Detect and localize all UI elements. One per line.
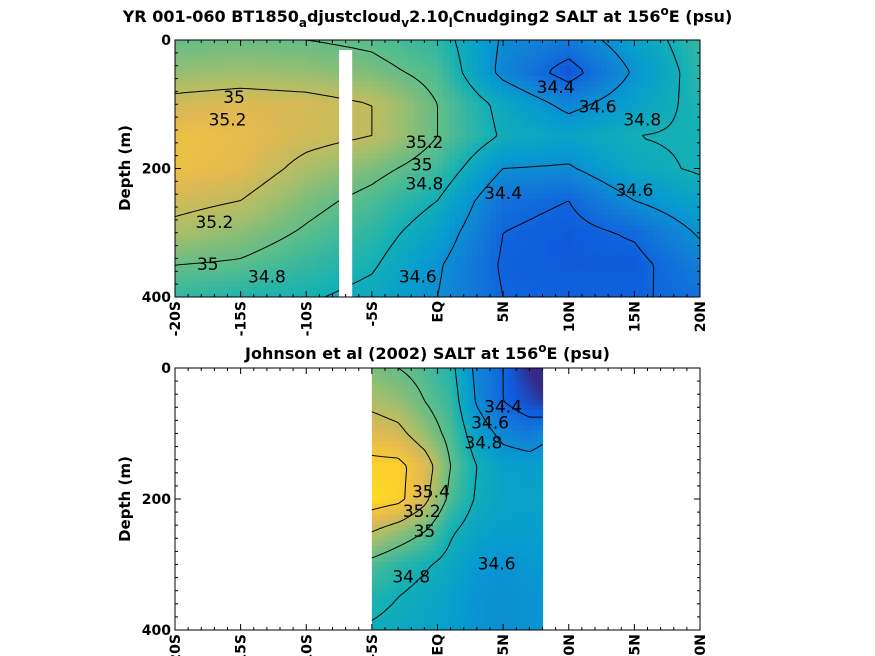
bottom-x-tick-label: -10S: [299, 634, 315, 656]
top-title-part: a: [299, 16, 307, 30]
top-title-part: l: [449, 16, 453, 30]
top-x-tick-label: -5S: [365, 301, 381, 327]
bottom-contour-label: 34.4: [484, 397, 522, 417]
top-title-part: djustcloud: [307, 7, 401, 26]
top-contour-34-6: [437, 40, 700, 297]
top-title-part: o: [661, 4, 669, 18]
bottom-y-tick-label: 0: [161, 361, 171, 377]
bottom-x-tick-label: -15S: [234, 634, 250, 656]
top-contour-label: 34.6: [399, 268, 437, 288]
bottom-x-tick-label: -20S: [168, 634, 184, 656]
bottom-x-tick-label: 10N: [562, 634, 578, 656]
top-missing-data-band: [339, 50, 353, 297]
top-contour-label: 35.2: [195, 213, 233, 233]
bottom-contour-label: 35.4: [412, 482, 450, 502]
bottom-x-tick-label: EQ: [431, 634, 447, 656]
top-contour-label: 34.6: [615, 181, 653, 201]
bottom-y-tick-label: 400: [142, 623, 171, 639]
top-contour-label: 35.2: [209, 110, 247, 130]
top-contour-label: 34.8: [623, 110, 661, 130]
top-y-tick-label: 200: [142, 162, 171, 178]
bottom-title-part: o: [538, 341, 546, 355]
top-contour-34-8: [324, 40, 700, 297]
top-chart-panel: 3535.235.23534.834.434.634.834.634.435.2…: [116, 4, 732, 336]
bottom-title-part: Johnson et al (2002) SALT at 156: [244, 344, 538, 363]
top-y-tick-label: 0: [161, 33, 171, 49]
bottom-contour-34-6: [472, 368, 543, 452]
top-contour-label: 34.8: [405, 175, 443, 195]
top-title-part: v: [401, 16, 409, 30]
top-y-tick-label: 400: [142, 290, 171, 306]
bottom-x-tick-label: -5S: [365, 634, 381, 656]
bottom-contour-label: 34.6: [471, 414, 509, 434]
top-x-tick-label: -15S: [234, 301, 250, 336]
bottom-contour-34-8: [371, 368, 478, 622]
top-contour-label: 34.8: [248, 268, 286, 288]
bottom-contour-label: 35: [414, 522, 436, 542]
bottom-y-tick-label: 200: [142, 492, 171, 508]
top-x-tick-label: 20N: [693, 301, 709, 332]
top-title-part: 2.10: [409, 7, 448, 26]
bottom-contour-35-4: [371, 454, 408, 511]
top-x-tick-label: -10S: [299, 301, 315, 336]
top-title-part: YR 001-060 BT1850: [122, 7, 299, 26]
top-y-axis-label: Depth (m): [116, 125, 134, 211]
top-contour-label: 35: [411, 155, 433, 175]
bottom-contour-label: 34.6: [478, 555, 516, 575]
bottom-x-tick-label: 20N: [693, 634, 709, 656]
bottom-x-tick-label: 15N: [627, 634, 643, 656]
top-contour-label: 34.4: [484, 184, 522, 204]
bottom-chart-title: Johnson et al (2002) SALT at 156oE (psu): [244, 341, 610, 363]
top-contour-label: 35.2: [405, 133, 443, 153]
top-x-tick-label: EQ: [431, 301, 447, 323]
bottom-contour-35-2: [371, 411, 434, 533]
top-contour-label: 34.4: [537, 78, 575, 98]
top-salinity-field: 3535.235.23534.834.434.634.834.634.435.2…: [175, 40, 700, 297]
top-title-part: Cnudging2 SALT at 156: [453, 7, 661, 26]
bottom-y-axis-label: Depth (m): [116, 456, 134, 542]
bottom-x-tick-label: 5N: [496, 634, 512, 655]
top-chart-title: YR 001-060 BT1850adjustcloudv2.10lCnudgi…: [122, 4, 733, 30]
top-x-tick-label: -20S: [168, 301, 184, 336]
top-contour-label: 35: [197, 255, 219, 275]
top-contour-34-4: [497, 58, 655, 297]
top-x-tick-label: 5N: [496, 301, 512, 322]
top-title-part: E (psu): [669, 7, 733, 26]
bottom-contour-label: 34.8: [392, 568, 430, 588]
bottom-contour-label: 35.2: [403, 502, 441, 522]
top-contour-label: 34.6: [579, 98, 617, 118]
top-contour-label: 35: [223, 88, 245, 108]
top-x-tick-label: 10N: [562, 301, 578, 332]
bottom-contour-label: 34.8: [464, 433, 502, 453]
bottom-title-part: E (psu): [546, 344, 610, 363]
top-x-tick-label: 15N: [627, 301, 643, 332]
